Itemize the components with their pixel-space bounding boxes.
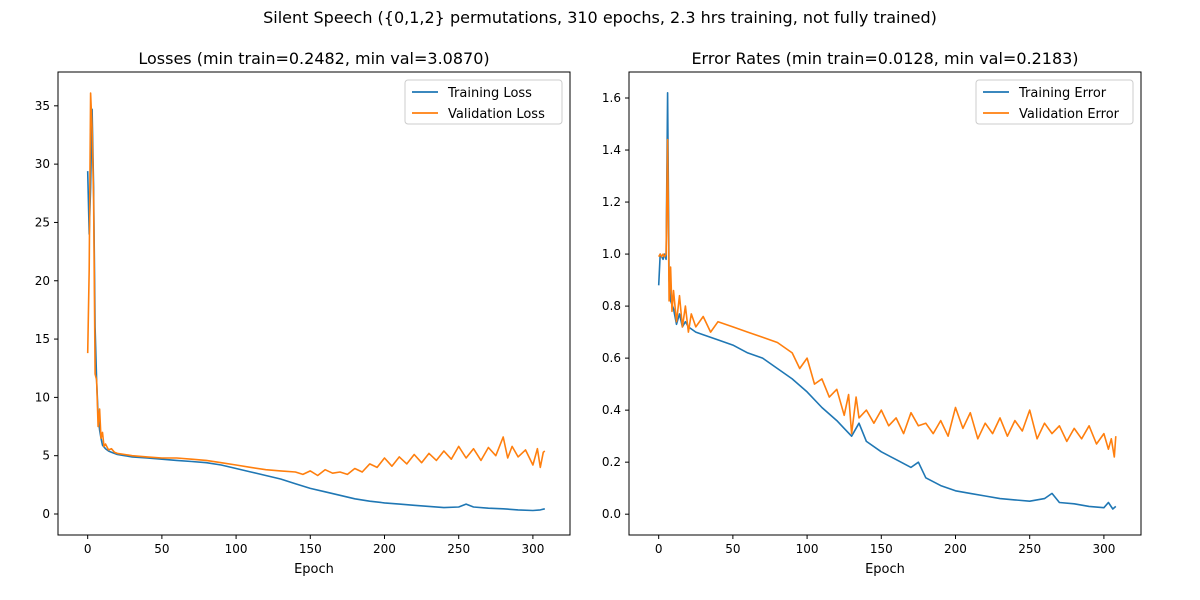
y-tick-label: 1.2 [602,195,621,209]
chart-title: Losses (min train=0.2482, min val=3.0870… [138,49,489,68]
x-tick-label: 300 [521,542,544,556]
legend-label: Training Error [1018,86,1107,101]
series-group [657,92,1117,510]
legend: Training Error Validation Error [975,79,1134,125]
chart-title: Error Rates (min train=0.0128, min val=0… [691,49,1078,68]
series-line-validation-error [658,138,1117,458]
y-tick-label: 1.6 [602,91,621,105]
x-tick-label: 0 [84,542,92,556]
x-tick-label: 100 [796,542,819,556]
y-tick-label: 1.0 [602,247,621,261]
y-tick-label: 10 [35,390,50,404]
y-tick-label: 35 [35,99,50,113]
figure-suptitle: Silent Speech ({0,1,2} permutations, 310… [263,8,937,27]
y-tick-label: 0.8 [602,299,621,313]
chart-1: Losses (min train=0.2482, min val=3.0870… [35,49,571,577]
x-axis-label: Epoch [294,562,334,577]
y-tick-label: 20 [35,274,50,288]
y-tick-label: 25 [35,215,50,229]
series-line-training-loss [86,108,545,512]
y-tick-label: 5 [42,449,50,463]
legend-label: Validation Loss [448,107,545,122]
x-tick-label: 150 [299,542,322,556]
plot-frame [57,71,571,536]
x-tick-label: 200 [373,542,396,556]
legend: Training Loss Validation Loss [404,79,563,125]
legend-box [975,79,1134,125]
x-tick-label: 50 [154,542,169,556]
y-tick-label: 1.4 [602,143,621,157]
x-axis-label: Epoch [865,562,905,577]
series-line-validation-loss [86,92,546,477]
y-tick-label: 0.6 [602,351,621,365]
x-tick-label: 50 [725,542,740,556]
y-tick-label: 0.2 [602,455,621,469]
x-tick-label: 250 [447,542,470,556]
x-tick-label: 200 [944,542,967,556]
x-tick-label: 0 [655,542,663,556]
series-group [86,92,546,512]
legend-label: Validation Error [1019,107,1120,122]
x-tick-label: 300 [1092,542,1115,556]
x-tick-label: 100 [225,542,248,556]
legend-box [404,79,563,125]
plot-frame [628,71,1142,536]
y-tick-label: 30 [35,157,50,171]
series-line-training-error [657,92,1117,510]
legend-label: Training Loss [447,86,532,101]
x-tick-label: 150 [870,542,893,556]
x-tick-label: 250 [1018,542,1041,556]
y-tick-label: 0 [42,507,50,521]
y-tick-label: 15 [35,332,50,346]
y-tick-label: 0.4 [602,403,621,417]
chart-2: Error Rates (min train=0.0128, min val=0… [602,49,1142,577]
y-tick-label: 0.0 [602,507,621,521]
